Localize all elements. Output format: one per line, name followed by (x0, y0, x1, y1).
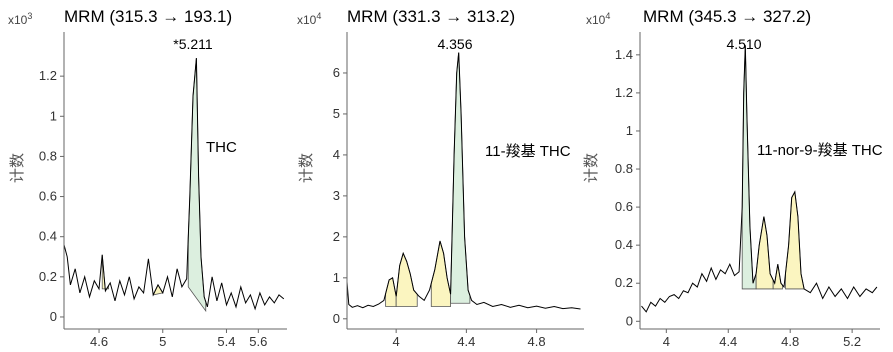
chart-3-y-tick-label: 0.8 (615, 161, 633, 176)
chart-2-y-tick-label: 1 (333, 270, 340, 285)
chart-2-integrated-peak (385, 277, 397, 307)
chart-2-y-tick-label: 5 (333, 106, 340, 121)
chart-1-x-tick-label: 5.4 (217, 334, 235, 349)
chart-2-y-tick-label: 3 (333, 188, 340, 203)
chart-1-y-tick-label: 1.2 (39, 68, 57, 83)
chart-1-y-tick-label: 0.2 (39, 269, 57, 284)
chart-3-y-tick-label: 0.6 (615, 199, 633, 214)
chart-3-x-tick-label: 4.8 (781, 334, 799, 349)
chart-3-trace (641, 45, 878, 313)
chart-1-y-tick-label: 0.4 (39, 229, 57, 244)
chart-1-y-tick-label: 0.6 (39, 189, 57, 204)
chart-2-title: MRM (331.3 → 313.2) (347, 7, 515, 26)
chart-3-y-tick-label: 0 (626, 313, 633, 328)
chart-3-title: MRM (345.3 → 327.2) (643, 7, 811, 26)
chart-2: x104 MRM (331.3 → 313.2) 计数 4.356 11-羧基 … (297, 7, 571, 183)
chart-2-x-tick-label: 4.4 (457, 334, 475, 349)
chart-2-y-tick-label: 6 (333, 65, 340, 80)
chart-1-trace (63, 58, 285, 311)
chart-1-compound: THC (206, 139, 237, 156)
chart-1-x-tick-label: 4.6 (90, 334, 108, 349)
chart-2-trace (346, 52, 581, 310)
chart-2-y-tick-label: 4 (333, 147, 340, 162)
chart-3-y-tick-label: 0.4 (615, 237, 633, 252)
chart-3-x-tick-label: 5.2 (843, 334, 861, 349)
chart-2-y-tick-label: 2 (333, 229, 340, 244)
chart-3-integrated-peak (772, 264, 783, 290)
chart-3-y-tick-label: 0.2 (615, 275, 633, 290)
chart-2-y-tick-label: 0 (333, 311, 340, 326)
chart-3-y-tick-label: 1 (626, 123, 633, 138)
chart-3-y-tick-label: 1.4 (615, 47, 633, 62)
chart-2-multiplier: x104 (297, 11, 321, 27)
chart-1-x-tick-label: 5 (159, 334, 166, 349)
chart-3: x104 MRM (345.3 → 327.2) 计数 4.510 11-nor… (583, 7, 883, 183)
chart-1-x-tick-label: 5.6 (249, 334, 267, 349)
chart-3-compound: 11-nor-9-羧基 THC (757, 141, 883, 159)
chart-3-x-tick-label: 4.4 (719, 334, 737, 349)
chart-3-peak-label: 4.510 (726, 36, 761, 52)
chart-1-y-tick-label: 0.8 (39, 148, 57, 163)
chart-1-ylabel: 计数 (9, 153, 26, 183)
chart-2-peak-label: 4.356 (437, 36, 472, 52)
chart-1-y-tick-label: 1 (50, 108, 57, 123)
chart-2-compound: 11-羧基 THC (485, 142, 571, 160)
chart-1: x103 MRM (315.3 → 193.1) 计数 *5.211 THC (8, 7, 237, 183)
chart-3-plot: 0 0.2 0.4 0.6 0.8 1 1.2 1.4 4 4.4 4.8 5.2 (615, 32, 880, 349)
chart-3-y-tick-label: 1.2 (615, 85, 633, 100)
chart-1-title: MRM (315.3 → 193.1) (64, 7, 232, 26)
chart-2-x-tick-label: 4.8 (528, 334, 546, 349)
chart-1-plot: 0 0.2 0.4 0.6 0.8 1 1.2 4.6 5 5.4 5.6 (39, 32, 287, 349)
chart-2-x-tick-label: 4 (393, 334, 400, 349)
chart-2-ylabel: 计数 (298, 153, 315, 183)
chart-1-peak-label: *5.211 (173, 36, 213, 52)
chart-1-y-tick-label: 0 (50, 309, 57, 324)
chart-1-multiplier: x103 (8, 11, 32, 27)
chart-3-x-tick-label: 4 (663, 334, 670, 349)
chart-3-ylabel: 计数 (583, 153, 600, 183)
chart-2-plot: 0 1 2 3 4 5 6 4 4.4 4.8 (333, 32, 584, 349)
chart-3-multiplier: x104 (586, 11, 610, 27)
